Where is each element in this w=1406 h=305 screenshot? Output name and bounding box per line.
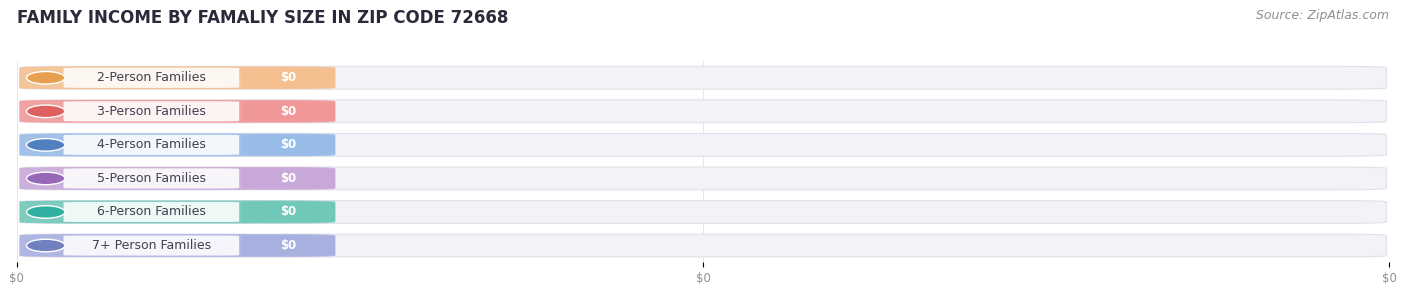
Text: $0: $0 [280,138,297,151]
Text: 6-Person Families: 6-Person Families [97,206,205,218]
FancyBboxPatch shape [20,234,1386,257]
FancyBboxPatch shape [63,235,239,256]
FancyBboxPatch shape [63,101,239,121]
FancyBboxPatch shape [242,68,335,88]
FancyBboxPatch shape [242,235,335,256]
Text: 7+ Person Families: 7+ Person Families [91,239,211,252]
Text: 5-Person Families: 5-Person Families [97,172,205,185]
Ellipse shape [27,206,65,218]
FancyBboxPatch shape [20,167,335,190]
FancyBboxPatch shape [63,68,239,88]
FancyBboxPatch shape [20,134,1386,156]
Text: $0: $0 [280,239,297,252]
FancyBboxPatch shape [20,234,335,257]
FancyBboxPatch shape [20,66,1386,89]
FancyBboxPatch shape [242,202,335,222]
FancyBboxPatch shape [20,66,335,89]
FancyBboxPatch shape [63,135,239,155]
Text: $0: $0 [280,105,297,118]
FancyBboxPatch shape [242,168,335,188]
FancyBboxPatch shape [63,168,239,188]
Text: 4-Person Families: 4-Person Families [97,138,205,151]
FancyBboxPatch shape [20,100,335,123]
FancyBboxPatch shape [242,101,335,121]
FancyBboxPatch shape [63,202,239,222]
Ellipse shape [27,105,65,118]
Text: $0: $0 [280,71,297,84]
FancyBboxPatch shape [20,134,335,156]
FancyBboxPatch shape [20,201,335,223]
Text: Source: ZipAtlas.com: Source: ZipAtlas.com [1256,9,1389,22]
FancyBboxPatch shape [242,135,335,155]
FancyBboxPatch shape [20,201,1386,223]
Ellipse shape [27,71,65,84]
Text: 3-Person Families: 3-Person Families [97,105,205,118]
Ellipse shape [27,172,65,185]
Text: $0: $0 [280,206,297,218]
Ellipse shape [27,239,65,252]
FancyBboxPatch shape [20,167,1386,190]
Text: FAMILY INCOME BY FAMALIY SIZE IN ZIP CODE 72668: FAMILY INCOME BY FAMALIY SIZE IN ZIP COD… [17,9,508,27]
Text: $0: $0 [280,172,297,185]
Text: 2-Person Families: 2-Person Families [97,71,205,84]
Ellipse shape [27,138,65,151]
FancyBboxPatch shape [20,100,1386,123]
